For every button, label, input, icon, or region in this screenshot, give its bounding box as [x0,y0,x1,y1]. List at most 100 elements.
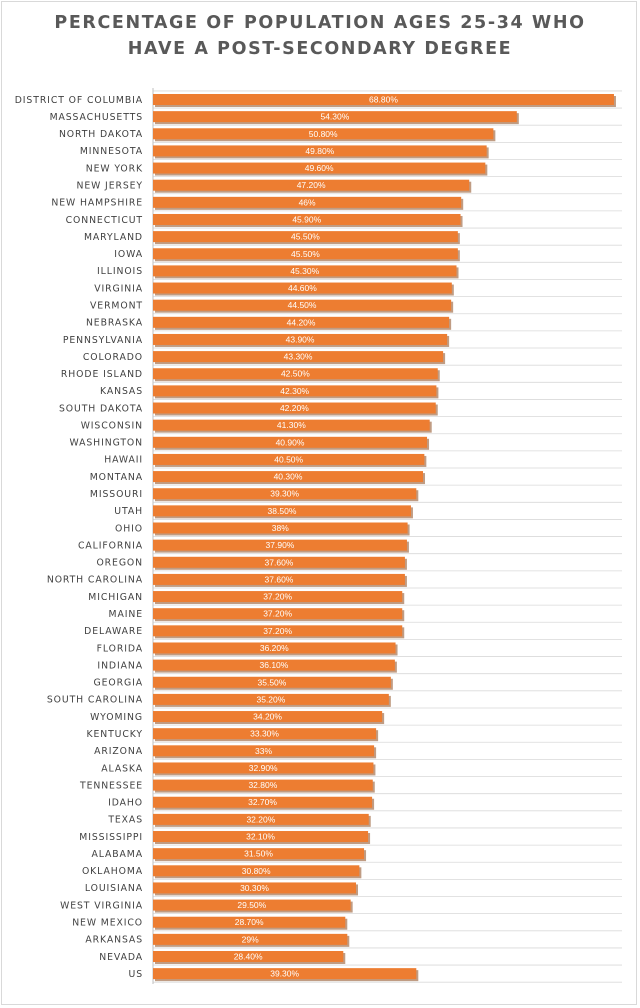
category-label: NEW MEXICO [72,918,143,929]
bar [153,128,494,140]
category-label: CALIFORNIA [78,540,143,551]
category-label: MICHIGAN [88,592,143,603]
data-label: 45.50% [291,249,320,259]
bar [153,299,452,311]
bar [153,94,614,105]
category-label: VERMONT [90,300,143,311]
data-label: 41.30% [277,420,306,430]
data-label: 37.20% [263,626,292,636]
data-label: 37.60% [265,557,294,567]
category-label: WISCONSIN [81,420,143,431]
category-label: IOWA [114,249,143,260]
data-label: 35.20% [256,694,285,704]
category-label: ALABAMA [91,849,143,860]
bar [153,111,517,123]
bar [153,162,486,174]
bar [153,248,458,260]
category-label: NEBRASKA [86,318,143,329]
category-label: ARIZONA [94,746,143,757]
data-label: 46% [299,197,316,207]
data-label: 28.40% [234,952,263,962]
bar [153,608,403,620]
data-label: 33% [255,746,272,756]
category-label: NEW JERSEY [76,181,143,192]
bar [153,488,417,500]
data-label: 37.60% [265,574,294,584]
category-label: COLORADO [83,352,143,363]
bar [153,316,450,328]
category-label: MAINE [109,609,143,620]
data-label: 49.80% [305,146,334,156]
data-label: 40.50% [274,454,303,464]
bar [153,711,383,723]
category-label: INDIANA [97,660,143,671]
data-label: 30.30% [240,883,269,893]
data-label: 47.20% [297,180,326,190]
category-label: SOUTH CAROLINA [47,695,143,706]
bar [153,282,452,294]
category-label: NEVADA [99,952,143,963]
bar [153,231,458,243]
bar [153,693,389,705]
category-label: TEXAS [107,815,143,826]
bar [153,213,461,225]
category-label: MONTANA [90,472,143,483]
category-label: UTAH [114,506,143,517]
category-label: DELAWARE [84,626,143,637]
data-label: 30.80% [242,866,271,876]
category-label: HAWAII [104,455,143,466]
bar [153,899,351,911]
bar [153,368,438,380]
data-label: 31.50% [244,849,273,859]
data-label: 32.20% [246,814,275,824]
category-label: ARKANSAS [85,935,143,946]
chart-title-line-2: HAVE A POST-SECONDARY DEGREE [127,39,513,59]
category-label: US [128,969,143,980]
bar [153,179,470,191]
category-label: KANSAS [100,386,143,397]
bar [153,968,417,980]
category-label: KENTUCKY [86,729,143,740]
category-label: DISTRICT OF COLUMBIA [15,95,143,106]
category-label: FLORIDA [97,643,143,654]
bar [153,933,348,945]
bar [153,145,487,157]
category-label: CONNECTICUT [66,215,143,226]
data-label: 44.20% [287,317,316,327]
bar [153,522,408,534]
category-label: NEW HAMPSHIRE [51,198,143,209]
data-label: 32.10% [246,832,275,842]
data-label: 43.90% [286,334,315,344]
category-label: ALASKA [101,763,143,774]
bar [153,539,407,551]
category-label: LOUISIANA [85,883,143,894]
bar [153,848,365,860]
bar [153,505,411,517]
data-label: 42.20% [280,403,309,413]
data-label: 42.30% [280,386,309,396]
bar [153,351,444,363]
bar [153,642,396,654]
bar [153,951,344,962]
bar [153,676,391,688]
bar [153,419,430,431]
bar [153,796,373,808]
bar [153,436,428,448]
bar [153,916,346,928]
category-label: TENNESSEE [79,780,143,791]
data-label: 36.20% [260,643,289,653]
data-label: 50.80% [309,129,338,139]
bar [153,453,425,465]
data-label: 54.30% [320,112,349,122]
data-label: 44.50% [288,300,317,310]
data-label: 36.10% [260,660,289,670]
category-label: MINNESOTA [80,146,143,157]
bar [153,831,369,843]
data-label: 35.50% [258,677,287,687]
data-label: 45.90% [292,214,321,224]
category-label: RHODE ISLAND [61,369,143,380]
data-label: 45.50% [291,232,320,242]
category-label: OREGON [96,558,143,569]
bar [153,779,373,791]
